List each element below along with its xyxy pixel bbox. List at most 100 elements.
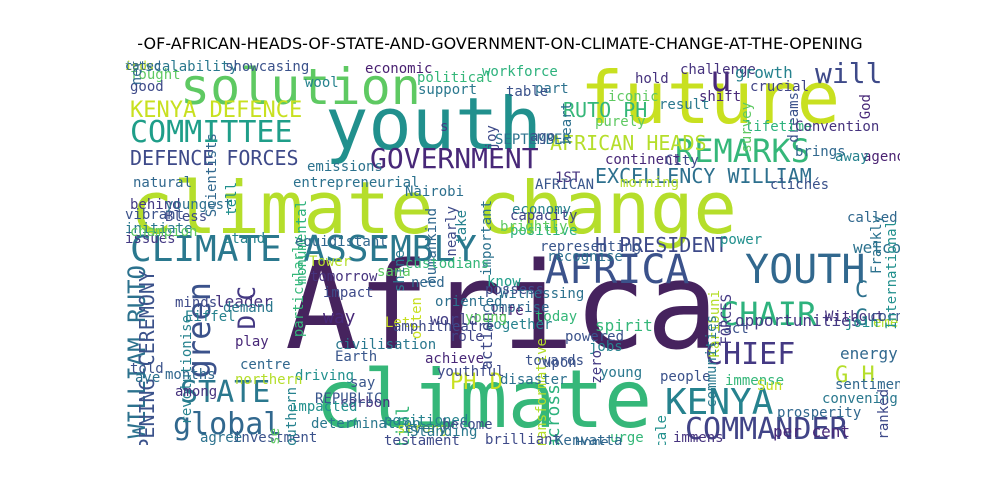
cloud-word: sana	[377, 264, 411, 280]
cloud-word: oriented	[435, 294, 503, 310]
word-cloud: Africa climate change climate youth future so…	[125, 60, 900, 445]
cloud-word: agree	[200, 430, 243, 445]
cloud-word: Scientists	[204, 133, 220, 218]
cloud-word: young	[600, 365, 643, 381]
cloud-word: away	[835, 149, 869, 165]
cloud-word: Sun	[757, 378, 783, 394]
cloud-word: International	[884, 220, 900, 330]
cloud-word: fought	[130, 67, 181, 83]
cloud-word: CHIEF	[705, 337, 796, 372]
cloud-word: sentiment	[835, 377, 900, 393]
cloud-word: among	[175, 384, 218, 400]
cloud-word: top	[125, 60, 147, 73]
cloud-word: entrepreneurial	[293, 175, 420, 191]
cloud-word: issues	[125, 231, 176, 247]
cloud-word: way	[323, 307, 356, 328]
cloud-word: immense	[725, 373, 785, 389]
cloud-word: tell	[224, 182, 240, 216]
cloud-word: representing	[540, 239, 642, 255]
cloud-word: climate	[315, 353, 653, 445]
cloud-word: good	[130, 79, 164, 95]
cloud-word: REPUBLIC	[315, 391, 383, 407]
cloud-word: RUTO PH	[563, 98, 648, 122]
cloud-word: will	[815, 60, 883, 90]
cloud-word: Standing	[410, 424, 478, 440]
cloud-word: towards	[525, 353, 585, 369]
cloud-word: called	[847, 210, 898, 226]
figure-title: -OF-AFRICAN-HEADS-OF-STATE-AND-GOVERNMEN…	[137, 34, 863, 53]
cloud-word: COMMITTEE	[130, 115, 293, 150]
cloud-word: KENYA DEFENCE	[130, 98, 303, 123]
cloud-word: spirit	[595, 316, 653, 335]
cloud-word: climate change	[130, 166, 737, 250]
cloud-word: YOUTH	[745, 247, 866, 293]
cloud-word: AFRICA	[545, 247, 690, 293]
cloud-word: COMMANDER	[685, 412, 848, 445]
cloud-word: G H	[835, 363, 875, 388]
cloud-word: growth	[735, 63, 793, 82]
cloud-word: comprise	[482, 300, 550, 316]
cloud-word: impacted	[290, 399, 358, 415]
cloud-word: economy	[512, 202, 572, 218]
cloud-word: powered	[565, 329, 625, 345]
cloud-word: economic	[365, 61, 433, 77]
cloud-word: prosperity	[777, 405, 862, 421]
cloud-word: today	[535, 309, 578, 325]
cloud-word: communities	[704, 315, 720, 408]
cloud-word: vibrant	[125, 207, 185, 223]
cloud-word: s	[440, 119, 449, 135]
cloud-word: life	[490, 303, 524, 319]
cloud-word: urge	[610, 430, 644, 445]
cloud-word: iconic	[608, 89, 659, 105]
cloud-word: support	[418, 82, 478, 98]
cloud-word: disaster	[500, 372, 568, 388]
cloud-word: Witnessing	[500, 286, 585, 302]
cloud-word: brightly	[500, 219, 568, 235]
cloud-word: amphitheatre	[393, 319, 495, 335]
cloud-word: Frankly	[869, 215, 885, 275]
cloud-word: KENYA	[665, 382, 774, 423]
cloud-word: positive	[510, 223, 578, 239]
cloud-word: EXCELLENCY WILLIAM	[595, 164, 812, 188]
cloud-word: future	[580, 60, 841, 140]
cloud-word: natural	[133, 175, 193, 191]
cloud-word: know	[487, 274, 521, 290]
cloud-word: morning	[620, 175, 680, 191]
cloud-word: hold	[635, 71, 669, 87]
cloud-word: Kenyatta	[555, 433, 623, 445]
cloud-word: ago	[530, 129, 556, 145]
cloud-word: 1ST	[555, 170, 581, 186]
cloud-word: C	[855, 278, 869, 303]
cloud-word: emerging	[873, 315, 900, 331]
cloud-word: u	[710, 60, 732, 100]
cloud-word: AFRICAN HEADS	[550, 131, 707, 155]
cloud-word: told	[130, 361, 164, 377]
cloud-word: emissions	[307, 159, 383, 175]
cloud-word: solution	[180, 60, 421, 116]
cloud-word: civilisation	[335, 337, 437, 353]
cloud-word: lifetime	[745, 119, 813, 135]
cloud-word: northern	[235, 372, 303, 388]
cloud-word: strong	[397, 421, 448, 437]
cloud-word: part	[535, 81, 569, 97]
cloud-word: humankind	[424, 208, 440, 284]
cloud-word: Tower	[309, 254, 352, 270]
cloud-word: CLIMATE ASSEMBLY	[130, 229, 477, 270]
cloud-word: agenda	[863, 149, 900, 165]
cloud-word: maximise	[267, 428, 283, 445]
cloud-word: equidistant	[295, 234, 388, 250]
cloud-word: CHAIR	[720, 295, 817, 333]
cloud-word: young	[465, 310, 508, 326]
cloud-word: H PRESIDENT	[595, 233, 728, 257]
cloud-word: SEPTEMBER	[495, 132, 571, 148]
cloud-word: driving	[295, 368, 355, 384]
cloud-word: challenge	[680, 62, 756, 78]
cloud-word: world	[430, 310, 479, 329]
cloud-word: purely	[595, 114, 646, 130]
cloud-word: ranked	[876, 389, 892, 440]
cloud-word: say	[350, 375, 376, 391]
cloud-word: youth	[325, 82, 542, 166]
cloud-word: play	[235, 334, 269, 350]
cloud-word: shift	[699, 89, 742, 105]
